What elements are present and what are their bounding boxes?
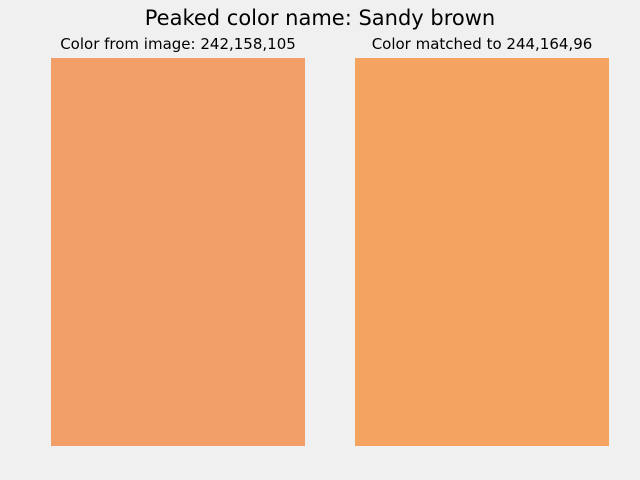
source-color-swatch [51,58,305,446]
matched-color-swatch [355,58,609,446]
matched-color-title: Color matched to 244,164,96 [371,35,593,53]
source-color-title: Color from image: 242,158,105 [60,35,296,53]
figure-title: Peaked color name: Sandy brown [144,6,496,30]
